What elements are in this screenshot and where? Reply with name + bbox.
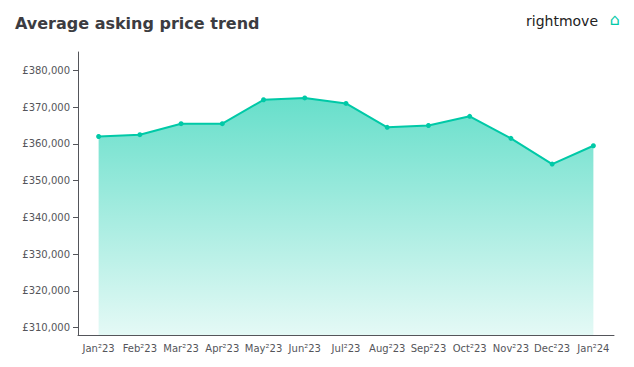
svg-text:Dec²23: Dec²23 [534,343,570,354]
svg-text:£360,000: £360,000 [22,138,70,149]
svg-text:£340,000: £340,000 [22,212,70,223]
svg-text:⌂: ⌂ [610,10,620,29]
svg-text:£350,000: £350,000 [22,175,70,186]
svg-text:rightmove: rightmove [526,13,598,29]
svg-text:Feb²23: Feb²23 [123,343,157,354]
svg-text:£370,000: £370,000 [22,102,70,113]
svg-text:£320,000: £320,000 [22,285,70,296]
svg-text:Average asking price trend: Average asking price trend [15,14,259,33]
svg-text:Sep²23: Sep²23 [411,343,447,354]
svg-text:Mar²23: Mar²23 [163,343,199,354]
svg-text:Oct²23: Oct²23 [453,343,487,354]
svg-text:May²23: May²23 [245,343,282,354]
svg-text:£330,000: £330,000 [22,249,70,260]
svg-text:Jul²23: Jul²23 [331,343,361,354]
svg-text:Jan²23: Jan²23 [82,343,115,354]
svg-text:£310,000: £310,000 [22,322,70,333]
svg-text:Jan²24: Jan²24 [576,343,609,354]
svg-text:Nov²23: Nov²23 [493,343,529,354]
svg-text:Apr²23: Apr²23 [205,343,239,354]
svg-text:Aug²23: Aug²23 [369,343,405,354]
svg-text:£380,000: £380,000 [22,65,70,76]
svg-text:Jun²23: Jun²23 [288,343,321,354]
